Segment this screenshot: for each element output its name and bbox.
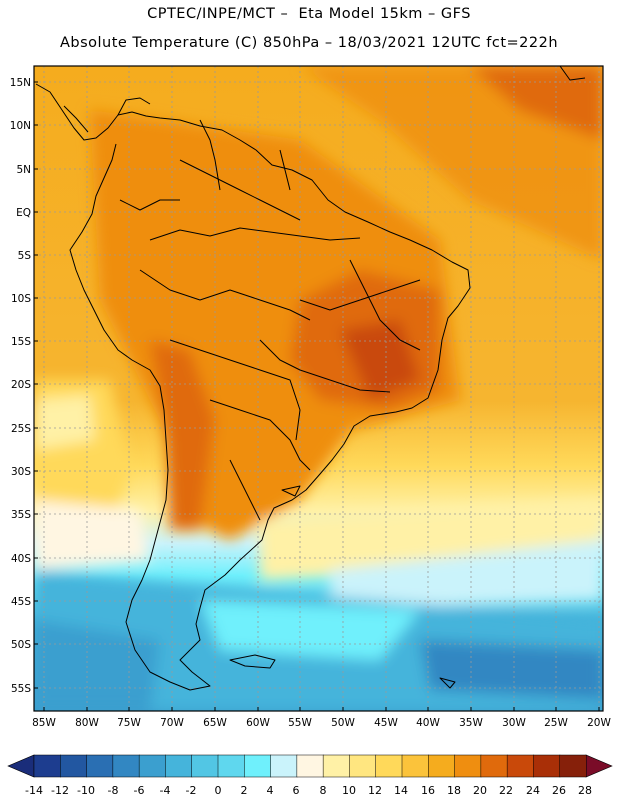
colorbar-swatch — [322, 754, 350, 778]
colorbar-label: -12 — [51, 784, 69, 797]
colorbar-label: -14 — [25, 784, 43, 797]
map-frame — [33, 65, 604, 712]
lat-label: 5N — [16, 164, 31, 176]
colorbar-labels: -14 -12 -10 -8 -6 -4 -2 0 2 4 6 8 10 12 … — [25, 784, 592, 797]
tick-marks — [34, 81, 600, 711]
lon-label: 75W — [117, 717, 141, 729]
colorbar-swatch — [217, 754, 245, 778]
lon-label: 65W — [203, 717, 227, 729]
longitude-labels: 85W 80W 75W 70W 65W 60W 55W 50W 45W 40W … — [32, 717, 611, 729]
lat-label: 10N — [10, 120, 31, 132]
colorbar-label: 24 — [526, 784, 540, 797]
lat-label: 35S — [11, 509, 31, 521]
lat-label: 25S — [11, 423, 31, 435]
colorbar-label: 4 — [267, 784, 274, 797]
colorbar-swatch — [401, 754, 429, 778]
colorbar-swatch — [559, 754, 587, 778]
lon-label: 80W — [75, 717, 99, 729]
lon-label: 30W — [502, 717, 526, 729]
lat-label: 40S — [11, 553, 31, 565]
lat-label: 15N — [10, 77, 31, 89]
colorbar-swatch — [244, 754, 272, 778]
colorbar-swatch — [349, 754, 377, 778]
lat-label: 30S — [11, 466, 31, 478]
colorbar-swatch — [112, 754, 140, 778]
lon-label: 60W — [246, 717, 270, 729]
colorbar-swatch — [506, 754, 534, 778]
colorbar-swatch — [60, 754, 88, 778]
lat-label: 5S — [18, 250, 32, 262]
temperature-field — [34, 66, 603, 711]
colorbar-swatch — [270, 754, 298, 778]
colorbar-label: -8 — [108, 784, 119, 797]
colorbar-swatch — [191, 754, 219, 778]
colorbar-swatch — [296, 754, 324, 778]
colorbar: -14 -12 -10 -8 -6 -4 -2 0 2 4 6 8 10 12 … — [7, 754, 613, 797]
colorbar-overflow-triangle — [585, 754, 613, 778]
lat-label: 20S — [11, 379, 31, 391]
colorbar-label: 20 — [473, 784, 487, 797]
colorbar-label: -6 — [134, 784, 145, 797]
colorbar-label: 8 — [320, 784, 327, 797]
colorbar-swatch — [165, 754, 193, 778]
colorbar-label: 28 — [578, 784, 592, 797]
colorbar-swatch — [480, 754, 508, 778]
lat-label: EQ — [16, 207, 31, 219]
lon-label: 55W — [288, 717, 312, 729]
coastlines — [35, 66, 586, 691]
colorbar-label: 16 — [421, 784, 435, 797]
lon-label: 25W — [544, 717, 568, 729]
colorbar-label: 12 — [368, 784, 382, 797]
lon-label: 70W — [160, 717, 184, 729]
colorbar-swatch — [86, 754, 114, 778]
colorbar-label: 26 — [552, 784, 566, 797]
lon-label: 45W — [374, 717, 398, 729]
colorbar-label: -10 — [77, 784, 95, 797]
lon-label: 35W — [459, 717, 483, 729]
colorbar-label: -4 — [160, 784, 171, 797]
colorbar-swatch — [375, 754, 403, 778]
latitude-labels: 15N 10N 5N EQ 5S 10S 15S 20S 25S 30S 35S… — [10, 77, 32, 695]
lon-label: 85W — [32, 717, 56, 729]
colorbar-swatch — [33, 754, 61, 778]
lon-label: 50W — [331, 717, 355, 729]
lat-label: 15S — [11, 336, 31, 348]
lat-label: 50S — [11, 639, 31, 651]
colorbar-label: 2 — [241, 784, 248, 797]
title-line-2: Absolute Temperature (C) 850hPa – 18/03/… — [59, 35, 559, 51]
colorbar-swatch — [454, 754, 482, 778]
colorbar-label: 14 — [394, 784, 408, 797]
lon-label: 20W — [587, 717, 611, 729]
lon-label: 40W — [416, 717, 440, 729]
lat-label: 45S — [11, 596, 31, 608]
colorbar-swatches — [33, 754, 587, 778]
colorbar-label: 10 — [342, 784, 356, 797]
colorbar-swatch — [533, 754, 561, 778]
lat-label: 55S — [11, 683, 31, 695]
lat-label: 10S — [11, 293, 31, 305]
colorbar-swatch — [138, 754, 166, 778]
colorbar-swatch — [428, 754, 456, 778]
colorbar-label: -2 — [186, 784, 197, 797]
title-line-1: CPTEC/INPE/MCT – Eta Model 15km – GFS — [147, 6, 471, 22]
colorbar-underflow-triangle — [7, 754, 35, 778]
colorbar-label: 6 — [293, 784, 300, 797]
colorbar-label: 0 — [215, 784, 222, 797]
colorbar-label: 22 — [499, 784, 513, 797]
colorbar-label: 18 — [447, 784, 461, 797]
